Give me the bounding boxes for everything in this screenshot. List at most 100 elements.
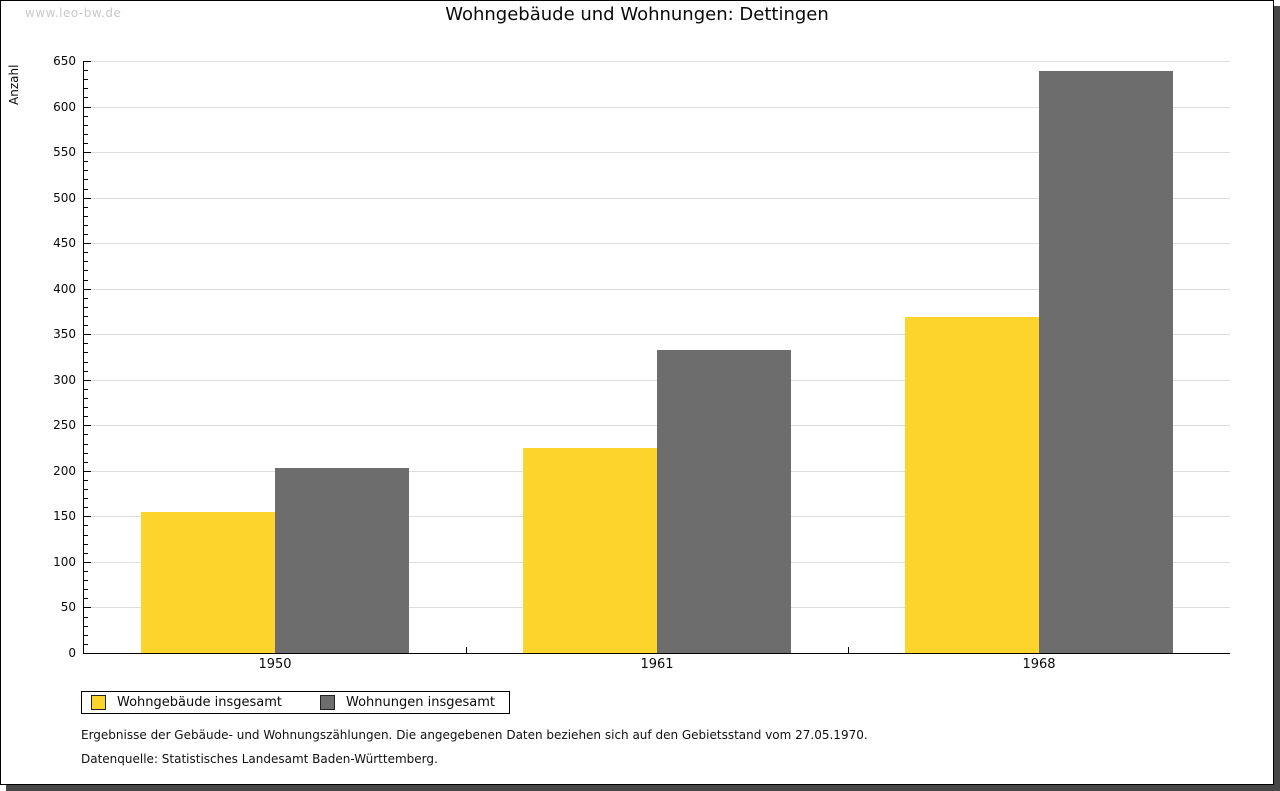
y-tick-major-100 [84, 561, 91, 563]
y-tick-minor-70 [84, 589, 88, 591]
y-tick-minor-60 [84, 598, 88, 600]
legend-item-wohngebaeude: Wohngebäude insgesamt [91, 695, 282, 710]
y-tick-label-50: 50 [60, 600, 76, 615]
y-tick-minor-560 [84, 142, 88, 144]
y-tick-minor-390 [84, 297, 88, 299]
y-tick-minor-90 [84, 571, 88, 573]
y-tick-label-250: 250 [53, 418, 76, 433]
y-tick-label-550: 550 [53, 145, 76, 160]
y-tick-minor-420 [84, 270, 88, 272]
y-tick-minor-410 [84, 279, 88, 281]
y-tick-major-50 [84, 607, 91, 609]
legend-label-wohngebaeude: Wohngebäude insgesamt [117, 695, 282, 710]
y-tick-label-400: 400 [53, 281, 76, 296]
y-tick-minor-240 [84, 434, 88, 436]
y-tick-major-150 [84, 516, 91, 518]
y-tick-minor-630 [84, 79, 88, 81]
y-tick-major-300 [84, 379, 91, 381]
y-tick-label-650: 650 [53, 54, 76, 68]
y-tick-minor-430 [84, 261, 88, 263]
x-category-label-1950: 1950 [258, 657, 292, 672]
y-tick-minor-620 [84, 88, 88, 90]
bar-wohnungen-1950 [275, 468, 409, 653]
y-tick-minor-470 [84, 224, 88, 226]
y-tick-label-0: 0 [68, 646, 76, 660]
y-tick-major-550 [84, 152, 91, 154]
y-tick-minor-610 [84, 97, 88, 99]
y-tick-minor-110 [84, 552, 88, 554]
y-tick-minor-330 [84, 352, 88, 354]
y-tick-label-200: 200 [53, 463, 76, 478]
y-tick-major-400 [84, 288, 91, 290]
y-tick-label-100: 100 [53, 554, 76, 569]
y-tick-major-600 [84, 106, 91, 108]
x-axis-tick-1 [466, 647, 467, 653]
y-tick-minor-230 [84, 443, 88, 445]
y-tick-label-450: 450 [53, 236, 76, 251]
y-tick-label-300: 300 [53, 372, 76, 387]
y-tick-label-600: 600 [53, 99, 76, 114]
bar-wohngebaeude-1961 [523, 448, 657, 653]
y-tick-minor-520 [84, 179, 88, 181]
y-axis-title: Anzahl [7, 64, 21, 105]
gridline-600 [84, 106, 1230, 108]
y-tick-label-500: 500 [53, 190, 76, 205]
y-tick-minor-480 [84, 215, 88, 217]
y-tick-minor-280 [84, 397, 88, 399]
y-tick-major-500 [84, 197, 91, 199]
y-tick-minor-640 [84, 70, 88, 72]
watermark: www.leo-bw.de [25, 6, 122, 20]
legend-item-wohnungen: Wohnungen insgesamt [320, 695, 495, 710]
y-tick-minor-340 [84, 343, 88, 345]
gridline-500 [84, 197, 1230, 199]
y-tick-minor-270 [84, 407, 88, 409]
x-category-label-1968: 1968 [1022, 657, 1056, 672]
y-tick-minor-290 [84, 388, 88, 390]
y-tick-label-350: 350 [53, 327, 76, 342]
legend-swatch-wohnungen [320, 695, 335, 710]
x-axis-tick-2 [848, 647, 849, 653]
y-tick-minor-30 [84, 625, 88, 627]
x-category-label-1961: 1961 [640, 657, 674, 672]
bar-wohngebaeude-1950 [141, 511, 275, 653]
y-tick-minor-490 [84, 206, 88, 208]
y-tick-minor-160 [84, 507, 88, 509]
y-tick-major-250 [84, 425, 91, 427]
y-tick-major-350 [84, 334, 91, 336]
y-tick-minor-180 [84, 489, 88, 491]
y-tick-minor-540 [84, 161, 88, 163]
y-tick-minor-590 [84, 115, 88, 117]
y-tick-minor-20 [84, 634, 88, 636]
legend: Wohngebäude insgesamt Wohnungen insgesam… [81, 691, 510, 714]
gridline-350 [84, 334, 1230, 336]
y-tick-minor-140 [84, 525, 88, 527]
y-tick-major-200 [84, 470, 91, 472]
legend-label-wohnungen: Wohnungen insgesamt [346, 695, 495, 710]
y-tick-minor-360 [84, 325, 88, 327]
y-tick-minor-210 [84, 461, 88, 463]
y-tick-minor-260 [84, 416, 88, 418]
gridline-400 [84, 288, 1230, 290]
y-tick-minor-510 [84, 188, 88, 190]
y-tick-minor-220 [84, 452, 88, 454]
y-tick-minor-370 [84, 316, 88, 317]
y-tick-major-0 [84, 653, 91, 654]
y-tick-minor-120 [84, 543, 88, 545]
y-tick-minor-380 [84, 306, 88, 308]
bar-wohnungen-1968 [1039, 71, 1173, 653]
bar-wohngebaeude-1968 [905, 316, 1039, 653]
y-tick-minor-310 [84, 370, 88, 372]
y-tick-minor-80 [84, 580, 88, 582]
y-tick-minor-10 [84, 643, 88, 645]
y-tick-minor-530 [84, 170, 88, 172]
plot-area: 0 50 100 150 200 250 300 350 400 450 500 550 600 650 1… [53, 55, 1230, 672]
y-tick-minor-320 [84, 361, 88, 363]
footnote-gebietsstand: Ergebnisse der Gebäude- und Wohnungszähl… [81, 728, 868, 742]
y-tick-minor-130 [84, 534, 88, 536]
y-tick-minor-40 [84, 616, 88, 618]
gridline-550 [84, 152, 1230, 154]
gridline-650 [84, 61, 1230, 62]
y-tick-minor-190 [84, 479, 88, 481]
y-tick-major-650 [84, 61, 91, 62]
